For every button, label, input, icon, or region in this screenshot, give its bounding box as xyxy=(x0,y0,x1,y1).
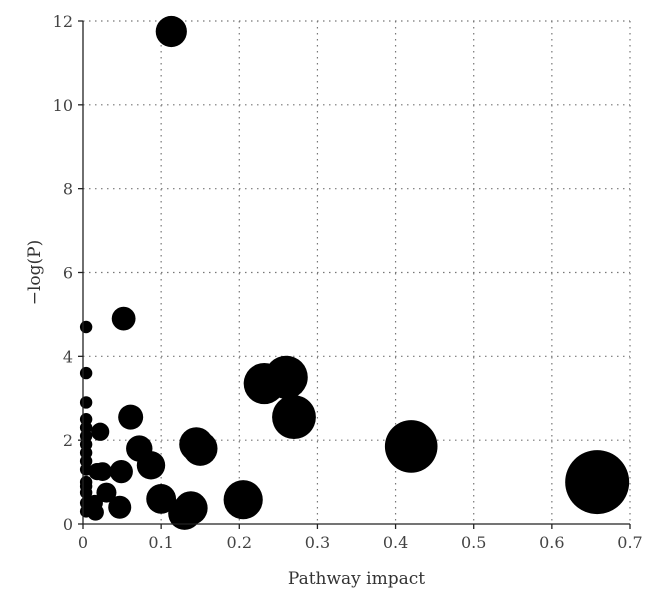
data-point xyxy=(79,320,93,334)
y-tick-label: 8 xyxy=(63,180,73,199)
y-axis-title: −log(P) xyxy=(25,240,45,306)
y-tick-label: 0 xyxy=(63,515,73,534)
data-point xyxy=(384,420,438,473)
data-point xyxy=(91,422,110,441)
tick-labels: 0 0.1 0.2 0.3 0.4 0.5 0.6 0.7 0 2 4 6 8 10 12 xyxy=(53,12,643,552)
data-point xyxy=(565,450,630,515)
axes xyxy=(82,21,630,525)
data-point xyxy=(146,483,177,514)
y-tick-label: 2 xyxy=(63,431,73,450)
data-point xyxy=(111,306,136,331)
x-tick-label: 0 xyxy=(78,533,88,552)
data-point xyxy=(136,451,166,480)
data-point xyxy=(109,460,133,484)
x-tick-label: 0.5 xyxy=(461,533,486,552)
data-point xyxy=(118,404,144,430)
data-point xyxy=(168,497,201,530)
data-point xyxy=(79,396,93,409)
x-tick-label: 0.4 xyxy=(383,533,408,552)
y-tick-label: 10 xyxy=(53,96,73,115)
x-axis-title: Pathway impact xyxy=(288,569,425,589)
data-point xyxy=(96,482,117,503)
x-tick-label: 0.3 xyxy=(305,533,330,552)
tick-marks xyxy=(78,20,631,529)
data-point xyxy=(272,395,316,440)
data-point xyxy=(93,462,112,482)
grid xyxy=(83,20,631,524)
data-point xyxy=(87,503,104,521)
x-tick-label: 0.6 xyxy=(539,533,564,552)
data-point xyxy=(223,480,263,520)
x-tick-label: 0.7 xyxy=(617,533,642,552)
y-tick-label: 4 xyxy=(63,347,73,366)
x-tick-label: 0.2 xyxy=(227,533,252,552)
data-point xyxy=(182,431,218,466)
y-tick-label: 6 xyxy=(63,264,73,283)
data-point xyxy=(79,366,93,380)
x-tick-label: 0.1 xyxy=(148,533,173,552)
y-tick-label: 12 xyxy=(53,12,73,31)
data-point xyxy=(108,495,132,519)
data-point xyxy=(243,362,285,405)
data-point xyxy=(155,15,187,48)
